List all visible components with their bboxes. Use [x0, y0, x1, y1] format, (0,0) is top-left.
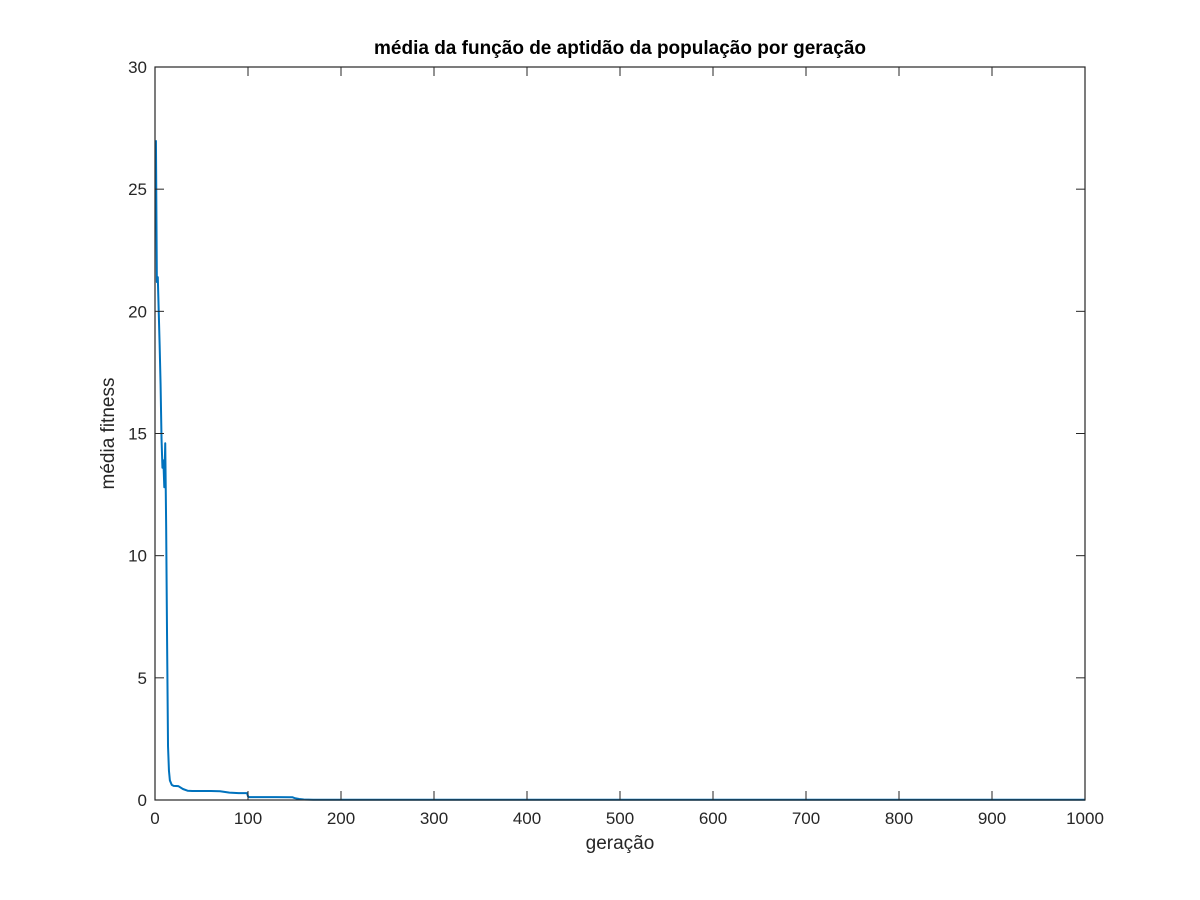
x-tick-label: 700: [792, 809, 820, 828]
x-tick-label: 600: [699, 809, 727, 828]
ticks-layer: 0 100 200 300 400 500 600 700 800 900 1000 0 5 10 15 20…: [128, 58, 1104, 828]
y-tick-label: 5: [138, 669, 147, 688]
y-tick-label: 25: [128, 180, 147, 199]
x-tick-label: 200: [327, 809, 355, 828]
x-tick-label: 800: [885, 809, 913, 828]
y-tick-label: 15: [128, 425, 147, 444]
y-tick-label: 10: [128, 547, 147, 566]
chart-title: média da função de aptidão da população …: [374, 38, 866, 59]
x-axis-label: geração: [586, 833, 655, 854]
y-tick-label: 20: [128, 302, 147, 321]
x-tick-label: 400: [513, 809, 541, 828]
x-tick-label: 0: [150, 809, 159, 828]
y-tick-label: 0: [138, 791, 147, 810]
x-tick-label: 300: [420, 809, 448, 828]
y-axis-label: média fitness: [98, 378, 119, 490]
x-tick-label: 1000: [1066, 809, 1104, 828]
x-tick-label: 100: [234, 809, 262, 828]
y-tick-label: 30: [128, 58, 147, 77]
x-tick-label: 500: [606, 809, 634, 828]
x-tick-label: 900: [978, 809, 1006, 828]
